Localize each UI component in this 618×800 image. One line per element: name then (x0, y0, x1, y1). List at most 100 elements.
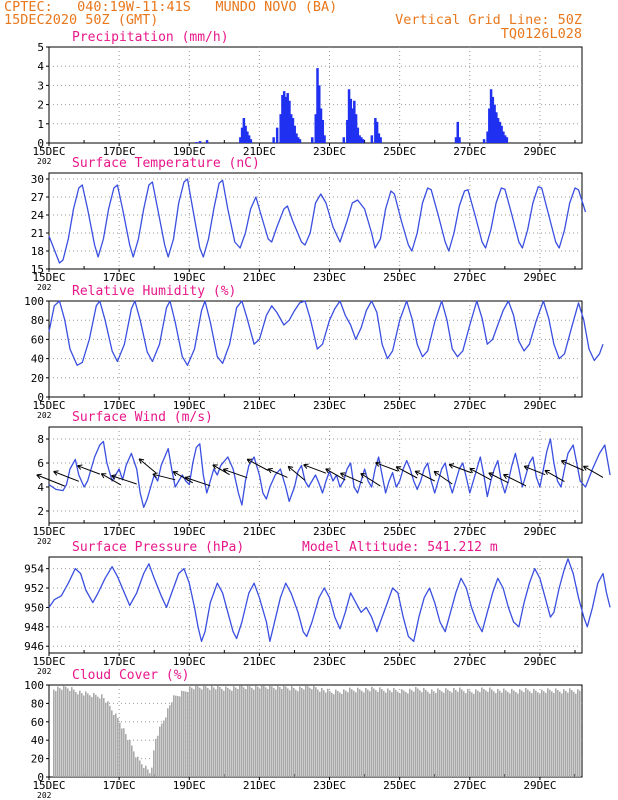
x-tick-label: 19DEC (173, 145, 206, 158)
cloud-bar (519, 689, 521, 777)
cloud-bar (445, 688, 447, 777)
cloud-bar (423, 688, 425, 777)
cloud-bar (577, 689, 579, 777)
cloud-bar (143, 768, 145, 777)
wind-vector (53, 471, 79, 482)
cloud-bar (81, 693, 83, 777)
precip-bar (272, 137, 275, 143)
cloud-bar (473, 693, 475, 777)
precip-bar (377, 133, 381, 143)
cloud-bar (537, 692, 539, 777)
y-tick-label: 15 (31, 263, 44, 276)
cloud-bar (185, 691, 187, 777)
year-label: 202 (37, 667, 52, 676)
wind-arrowhead (375, 461, 381, 467)
cloud-bar (547, 688, 549, 777)
precip-bar (375, 121, 379, 143)
cloud-bar (109, 705, 111, 777)
x-tick-label: 23DEC (313, 399, 346, 412)
wind-vector (152, 473, 176, 481)
wind-arrowhead (433, 470, 440, 477)
wind-vector (340, 472, 364, 484)
cloud-bar (457, 691, 459, 777)
cloud-bar (233, 686, 235, 777)
precip-bar (491, 96, 495, 143)
cloud-bar (279, 687, 281, 777)
cloud-bar (349, 687, 351, 777)
cloud-bar (167, 708, 169, 777)
cloud-bar (329, 691, 331, 777)
y-tick-label: 27 (31, 191, 44, 204)
wind-arrowhead (340, 472, 346, 478)
y-tick-label: 80 (31, 697, 44, 710)
wind-arrowhead (303, 463, 309, 469)
x-tick-label: 17DEC (103, 145, 136, 158)
series-line (48, 178, 587, 264)
precip-bar (249, 139, 253, 143)
wind-arrowhead (111, 474, 117, 480)
cloud-bar (367, 689, 369, 777)
wind-arrowhead (246, 458, 253, 464)
x-tick-label: 27DEC (453, 271, 486, 284)
cloud-bar (459, 687, 461, 777)
cloud-bar (387, 688, 389, 777)
cloud-bar (343, 689, 345, 777)
x-tick-label: 27DEC (453, 145, 486, 158)
cloud-bar (475, 689, 477, 777)
cloud-bar (145, 765, 147, 777)
precip-bar (246, 131, 249, 143)
x-tick-label: 25DEC (383, 399, 416, 412)
wind-vector (469, 468, 492, 481)
wind-arrowhead (503, 473, 509, 479)
wind-arrowhead (222, 468, 229, 474)
cloud-bar (305, 685, 307, 777)
wind-vector (583, 465, 604, 478)
precip-bar (361, 139, 365, 143)
y-tick-label: 0 (37, 137, 44, 150)
cloud-bar (491, 689, 493, 777)
x-tick-label: 17DEC (103, 779, 136, 792)
cloud-bar (211, 685, 213, 777)
wind-arrowhead (152, 472, 158, 478)
cloud-bar (57, 686, 59, 777)
wind-vector (395, 466, 418, 479)
cloud-bar (311, 689, 313, 777)
precip-bar (370, 135, 374, 143)
cloud-bar (415, 687, 417, 777)
cloud-bar (253, 689, 255, 777)
wind-vector (375, 462, 399, 472)
cloud-bar (231, 690, 233, 777)
precip-bar (454, 137, 458, 143)
wind-arrowhead (544, 469, 550, 475)
precip-bar (488, 108, 491, 143)
cloud-bar (437, 688, 439, 777)
precip-bar (279, 114, 282, 143)
cloud-bar (335, 689, 337, 777)
precip-bar (489, 89, 493, 143)
wind-arrowhead (488, 472, 494, 478)
cloud-bar (99, 698, 101, 777)
cloud-bar (403, 690, 405, 777)
cloud-bar (501, 692, 503, 777)
precip-bar (275, 127, 279, 143)
precip-bar (244, 125, 247, 143)
cloud-bar (389, 690, 391, 777)
cloud-bar (375, 690, 377, 777)
x-tick-label: 25DEC (383, 271, 416, 284)
wind-vector (138, 458, 157, 474)
panel-title: Surface Wind (m/s) (72, 410, 213, 425)
cloud-bar (383, 690, 385, 777)
year-label: 202 (37, 283, 52, 292)
cloud-bar (417, 688, 419, 777)
cloud-bar (263, 685, 265, 777)
cloud-bar (77, 694, 79, 777)
y-tick-label: 2 (37, 99, 44, 112)
cloud-bar (89, 695, 91, 777)
cloud-bar (127, 739, 129, 777)
precip-bar (458, 137, 461, 143)
x-tick-label: 29DEC (523, 399, 556, 412)
cloud-bar (461, 689, 463, 777)
cloud-bar (129, 739, 131, 777)
cloud-bar (381, 689, 383, 777)
